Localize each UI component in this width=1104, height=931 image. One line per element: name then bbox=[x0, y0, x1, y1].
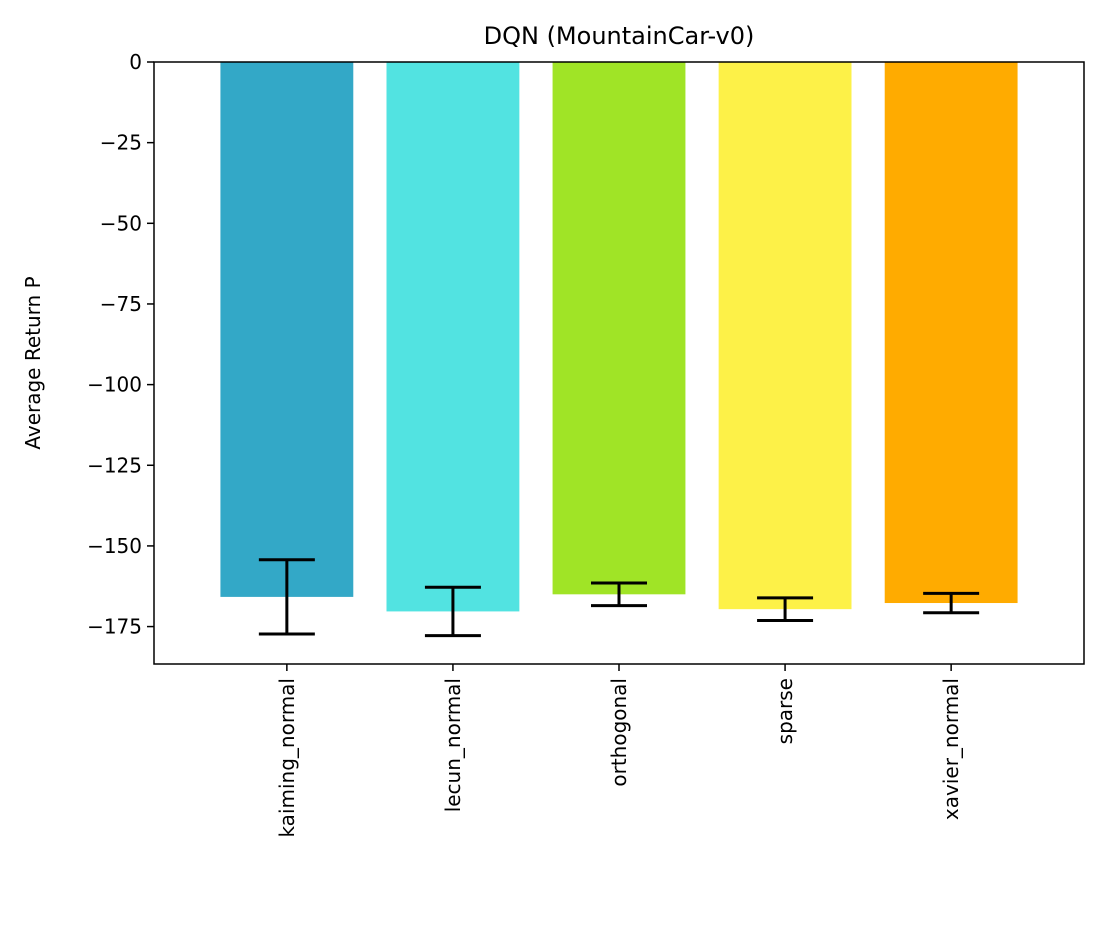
x-tick-label: sparse bbox=[773, 678, 797, 744]
error-bar-sparse bbox=[757, 596, 814, 622]
error-bar-kaiming_normal bbox=[258, 558, 315, 636]
bar-lecun_normal bbox=[386, 62, 520, 612]
chart-title: DQN (MountainCar-v0) bbox=[484, 22, 755, 50]
error-bars-layer bbox=[258, 558, 980, 638]
bar-kaiming_normal bbox=[220, 62, 354, 597]
x-tick-label: lecun_normal bbox=[441, 678, 465, 812]
x-tick-label: kaiming_normal bbox=[275, 678, 299, 838]
y-tick-label: −150 bbox=[87, 534, 142, 558]
bar-orthogonal bbox=[552, 62, 686, 595]
y-tick-label: −175 bbox=[87, 615, 142, 639]
bar-sparse bbox=[718, 62, 852, 610]
y-tick-label: −125 bbox=[87, 453, 142, 477]
y-tick-label: −50 bbox=[100, 211, 142, 235]
bar-xavier_normal bbox=[884, 62, 1018, 604]
bars-layer bbox=[220, 62, 1018, 612]
y-tick-label: −25 bbox=[100, 131, 142, 155]
y-tick-label: −75 bbox=[100, 292, 142, 316]
x-axis: kaiming_normal lecun_normal orthogonal spar… bbox=[275, 664, 963, 838]
error-bar-orthogonal bbox=[591, 581, 647, 608]
y-tick-label: −100 bbox=[87, 373, 142, 397]
x-tick-label: xavier_normal bbox=[939, 678, 963, 820]
y-axis: 0 −25 −50 −75 −100 −125 −150 −175 bbox=[87, 50, 154, 639]
y-axis-label: Average Return P bbox=[21, 276, 45, 449]
y-tick-label: 0 bbox=[129, 50, 142, 74]
x-tick-label: orthogonal bbox=[607, 678, 631, 787]
error-bar-lecun_normal bbox=[424, 585, 481, 638]
error-bar-xavier_normal bbox=[923, 591, 980, 615]
